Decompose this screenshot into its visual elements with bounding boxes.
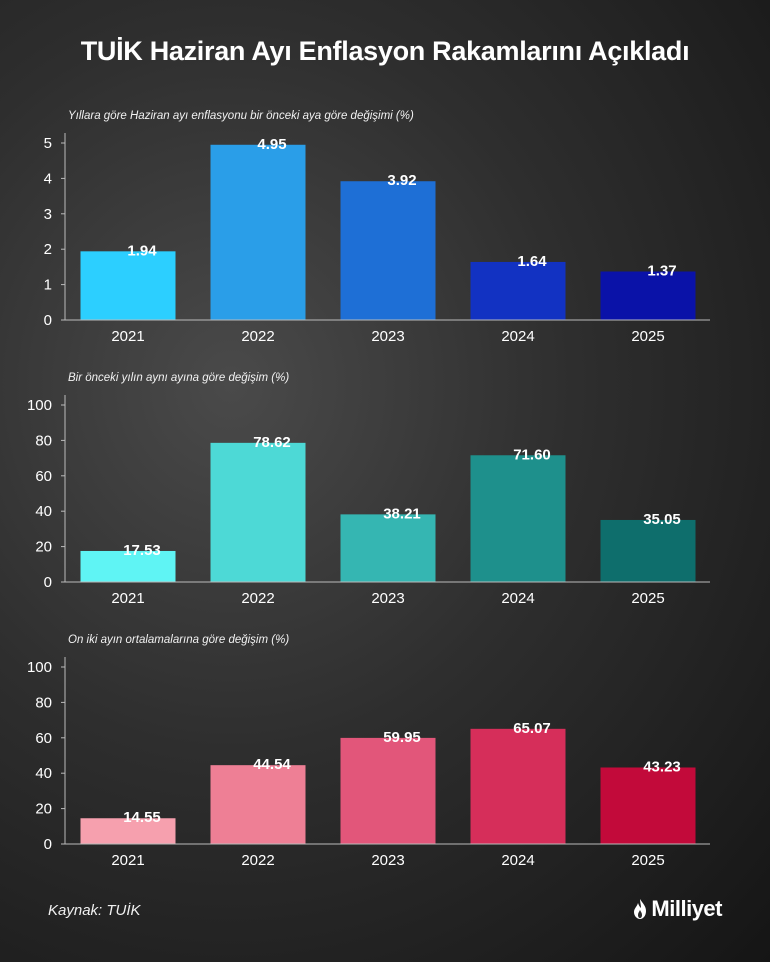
data-label-2025: 35.05 [643, 511, 681, 528]
bar-2025 [600, 271, 696, 320]
y-tick-label: 2 [44, 241, 52, 258]
bar-2022 [210, 442, 306, 582]
data-label-2021: 14.55 [123, 809, 161, 826]
chart-2-title: Bir önceki yılın aynı ayına göre değişim… [68, 372, 290, 384]
y-tick-label: 40 [35, 503, 52, 520]
source-note: Kaynak: TUİK [48, 902, 141, 919]
bar-2023 [340, 737, 436, 844]
bar-2024 [470, 455, 566, 582]
x-tick-label: 2024 [501, 852, 534, 869]
y-tick-label: 60 [35, 468, 52, 485]
bar-2025 [600, 767, 696, 844]
chart-3-twelve-month-average: 0 20 40 60 80 100 14.55 2021 44.54 2022 59.95 2023 6… [27, 657, 710, 869]
y-tick-label: 60 [35, 730, 52, 747]
x-tick-label: 2024 [501, 590, 534, 607]
x-tick-label: 2023 [371, 852, 404, 869]
x-tick-label: 2025 [631, 328, 664, 345]
x-tick-label: 2021 [111, 852, 144, 869]
chart-1-title: Yıllara göre Haziran ayı enflasyonu bir … [68, 110, 414, 122]
y-tick-label: 20 [35, 801, 52, 818]
x-tick-label: 2021 [111, 328, 144, 345]
bar-2021 [80, 251, 176, 320]
data-label-2024: 65.07 [513, 720, 551, 737]
y-tick-label: 0 [44, 574, 52, 591]
x-tick-label: 2024 [501, 328, 534, 345]
bar-2022 [210, 765, 306, 844]
y-tick-label: 40 [35, 765, 52, 782]
bar-2022 [210, 144, 306, 320]
chart-1-monthly-change: 0 1 2 3 4 5 1.94 2021 4.95 2022 3.92 2023 1.64 2024 1.… [44, 133, 710, 345]
bar-2023 [340, 514, 436, 582]
x-tick-label: 2025 [631, 590, 664, 607]
y-tick-label: 1 [44, 277, 52, 294]
y-tick-label: 80 [35, 432, 52, 449]
page-title: TUİK Haziran Ayı Enflasyon Rakamlarını A… [80, 36, 690, 66]
bar-2021 [80, 550, 176, 582]
data-label-2022: 44.54 [253, 756, 291, 773]
data-label-2025: 1.37 [647, 263, 676, 280]
x-tick-label: 2022 [241, 852, 274, 869]
y-tick-label: 100 [27, 397, 52, 414]
brand-name: Milliyet [651, 896, 722, 921]
data-label-2022: 4.95 [257, 136, 286, 153]
x-tick-label: 2025 [631, 852, 664, 869]
bar-2021 [80, 818, 176, 844]
data-label-2021: 1.94 [127, 242, 157, 259]
y-tick-label: 0 [44, 312, 52, 329]
y-tick-label: 80 [35, 694, 52, 711]
chart-3-title: On iki ayın ortalamalarına göre değişim … [68, 634, 290, 646]
data-label-2025: 43.23 [643, 758, 681, 775]
flame-icon [634, 899, 647, 919]
x-tick-label: 2023 [371, 328, 404, 345]
data-label-2022: 78.62 [253, 434, 291, 451]
bar-2023 [340, 181, 436, 320]
data-label-2021: 17.53 [123, 542, 161, 559]
data-label-2024: 71.60 [513, 446, 551, 463]
data-label-2023: 38.21 [383, 505, 421, 522]
y-tick-label: 100 [27, 659, 52, 676]
bar-2025 [600, 519, 696, 582]
x-tick-label: 2022 [241, 328, 274, 345]
y-tick-label: 5 [44, 135, 52, 152]
x-tick-label: 2021 [111, 590, 144, 607]
y-tick-label: 20 [35, 539, 52, 556]
y-tick-label: 3 [44, 206, 52, 223]
y-tick-label: 0 [44, 836, 52, 853]
y-tick-label: 4 [44, 170, 52, 187]
milliyet-logo: Milliyet [631, 896, 722, 922]
data-label-2024: 1.64 [517, 253, 547, 270]
bar-2024 [470, 261, 566, 320]
x-tick-label: 2023 [371, 590, 404, 607]
data-label-2023: 59.95 [383, 729, 421, 746]
bar-2024 [470, 728, 566, 844]
chart-2-annual-change: 0 20 40 60 80 100 17.53 2021 78.62 2022 38.21 2023 7… [27, 395, 710, 607]
x-tick-label: 2022 [241, 590, 274, 607]
data-label-2023: 3.92 [387, 172, 416, 189]
